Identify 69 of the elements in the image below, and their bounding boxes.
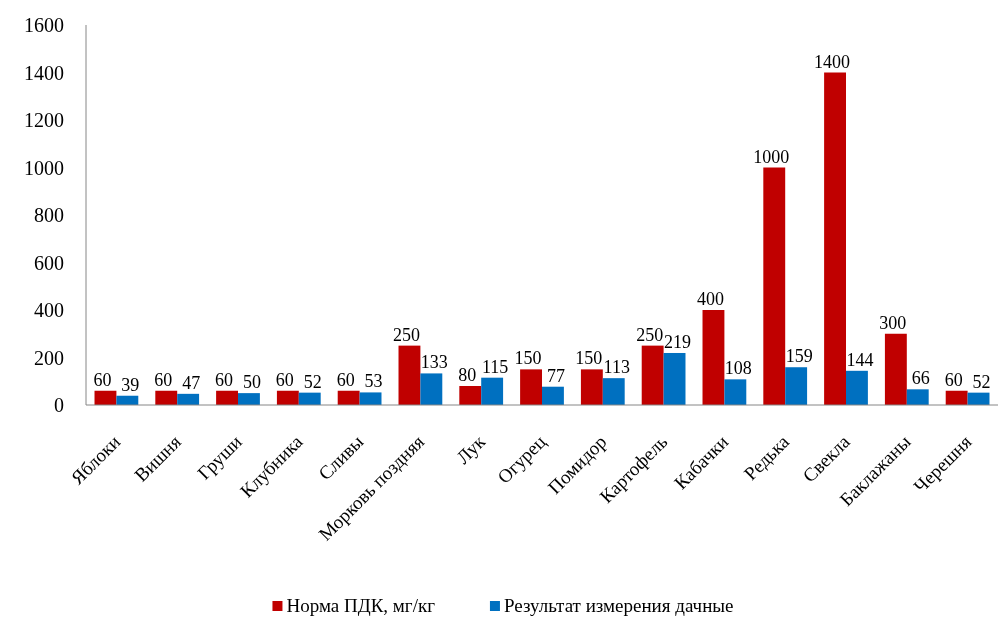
y-tick-label: 1200 — [24, 109, 64, 131]
bar — [580, 369, 603, 405]
y-tick-label: 0 — [54, 394, 64, 416]
bar — [337, 390, 360, 405]
bar — [602, 378, 625, 405]
data-label: 60 — [215, 369, 234, 390]
data-label: 250 — [636, 324, 664, 345]
data-label: 39 — [121, 374, 140, 395]
bar — [459, 386, 482, 405]
data-label: 66 — [911, 368, 930, 389]
data-label: 52 — [972, 371, 991, 392]
data-label: 144 — [846, 349, 874, 370]
bar — [398, 345, 421, 405]
y-tick-label: 1000 — [24, 156, 64, 179]
legend-label: Результат измерения дачные — [503, 595, 734, 616]
data-label: 60 — [154, 369, 173, 390]
y-tick-label: 200 — [34, 346, 64, 369]
data-label: 47 — [182, 372, 201, 393]
data-label: 133 — [420, 352, 448, 373]
y-tick-label: 800 — [34, 204, 64, 226]
data-label: 77 — [546, 365, 565, 386]
data-label: 250 — [392, 324, 420, 345]
legend-label: Норма ПДК, мг/кг — [286, 595, 436, 616]
bar — [785, 367, 808, 405]
bar — [481, 377, 504, 405]
data-label: 159 — [785, 346, 813, 367]
bar — [663, 352, 686, 405]
bar — [155, 390, 178, 405]
bar — [824, 72, 846, 405]
bar — [238, 393, 260, 405]
data-label: 60 — [93, 369, 112, 390]
bar — [216, 390, 238, 405]
bar — [724, 379, 747, 405]
data-label: 1000 — [753, 146, 790, 167]
bar — [298, 392, 321, 405]
bar — [846, 370, 868, 405]
data-label: 115 — [481, 356, 509, 377]
data-label: 60 — [336, 369, 355, 390]
data-label: 60 — [944, 369, 963, 390]
bar — [276, 390, 299, 405]
y-tick-label: 1400 — [24, 61, 64, 84]
bar — [542, 386, 564, 405]
bar — [945, 390, 968, 405]
bar — [702, 310, 725, 405]
bar — [763, 167, 786, 405]
data-label: 300 — [879, 312, 907, 333]
data-label: 219 — [664, 331, 692, 352]
data-label: 400 — [696, 289, 724, 309]
bar — [359, 392, 382, 405]
y-tick-label: 600 — [34, 251, 64, 274]
data-label: 60 — [275, 369, 294, 390]
data-label: 150 — [514, 348, 542, 369]
bar — [884, 333, 907, 405]
bar — [906, 389, 929, 405]
data-label: 150 — [575, 348, 603, 369]
x-tick-label: Лук — [452, 430, 490, 468]
data-label: 108 — [724, 358, 752, 379]
bar — [177, 393, 200, 405]
bar — [420, 373, 443, 405]
data-label: 50 — [242, 372, 261, 393]
bar — [641, 345, 664, 405]
y-tick-label: 400 — [34, 299, 64, 321]
data-label: 113 — [603, 357, 630, 378]
bar — [520, 369, 542, 405]
data-label: 1400 — [814, 51, 851, 72]
y-tick-label: 1600 — [24, 14, 64, 36]
data-label: 53 — [364, 371, 383, 392]
data-label: 80 — [458, 365, 477, 385]
data-label: 52 — [303, 371, 322, 392]
